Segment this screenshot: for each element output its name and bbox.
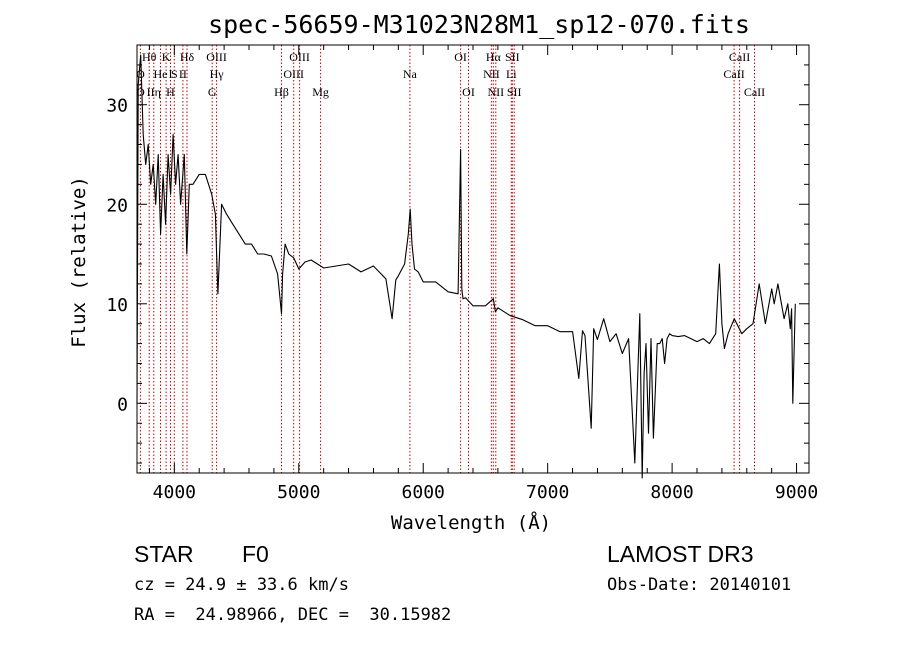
y-axis-ticks: 0 10 20 30 xyxy=(106,44,809,464)
x-tick-label: 6000 xyxy=(402,482,445,503)
object-class: STAR xyxy=(134,541,194,567)
line-marker-label: CaII xyxy=(723,67,744,81)
line-marker-label: G xyxy=(208,85,217,99)
y-tick-label: 10 xyxy=(106,295,128,316)
line-marker-label: II xyxy=(179,67,187,81)
x-tick-label: 5000 xyxy=(277,482,320,503)
line-marker-label: OIII xyxy=(283,67,304,81)
obs-date: Obs-Date: 20140101 xyxy=(607,575,791,595)
x-axis-label: Wavelength (Å) xyxy=(391,511,551,534)
line-marker-label: I xyxy=(169,67,173,81)
line-marker-label: OIII xyxy=(206,50,227,64)
line-marker-label: Na xyxy=(403,67,418,81)
flux-series-line xyxy=(136,54,796,479)
plot-frame xyxy=(136,44,810,474)
line-marker-label: O xyxy=(136,67,145,81)
line-marker-label: S xyxy=(171,67,178,81)
line-marker-label: Hα xyxy=(486,50,502,64)
line-marker-label: Hγ xyxy=(210,67,225,81)
line-marker-label: NII xyxy=(483,67,500,81)
y-tick-label: 0 xyxy=(117,394,128,415)
coordinates: RA = 24.98966, DEC = 30.15982 xyxy=(134,605,451,625)
y-tick-label: 20 xyxy=(106,195,128,216)
line-marker-label: SII xyxy=(505,50,520,64)
x-tick-label: 7000 xyxy=(526,482,569,503)
x-tick-label: 4000 xyxy=(153,482,196,503)
x-tick-label: 8000 xyxy=(650,482,693,503)
line-marker-label: Hβ xyxy=(274,85,289,99)
line-marker-label: CaII xyxy=(744,85,765,99)
x-tick-label: 9000 xyxy=(775,482,818,503)
line-marker-label: OI xyxy=(462,85,475,99)
line-marker-label: Hδ xyxy=(180,50,195,64)
line-marker-label: H xyxy=(166,85,175,99)
y-axis-label: Flux (relative) xyxy=(68,176,90,348)
line-marker-label: Mg xyxy=(312,85,329,99)
chart-title: spec-56659-M31023N28M1_sp12-070.fits xyxy=(208,10,750,39)
line-markers xyxy=(139,45,755,473)
line-marker-label: OIII xyxy=(289,50,310,64)
x-axis-ticks: 4000 5000 6000 7000 8000 9000 xyxy=(148,45,818,503)
line-marker-label: K xyxy=(162,50,171,64)
line-marker-label: O xyxy=(136,85,145,99)
y-tick-label: 30 xyxy=(106,96,128,117)
line-marker-label: Hθ xyxy=(142,50,157,64)
survey-name: LAMOST DR3 xyxy=(607,541,754,567)
object-subclass: F0 xyxy=(242,541,269,567)
redshift-cz: cz = 24.9 ± 33.6 km/s xyxy=(134,575,349,595)
line-marker-label: IIη xyxy=(147,85,161,99)
line-marker-label: SII xyxy=(507,85,522,99)
line-marker-label: He xyxy=(154,67,168,81)
line-marker-label: NII xyxy=(487,85,504,99)
line-marker-label: Li xyxy=(506,67,517,81)
line-marker-label: CaII xyxy=(729,50,750,64)
line-marker-label: OI xyxy=(454,50,467,64)
